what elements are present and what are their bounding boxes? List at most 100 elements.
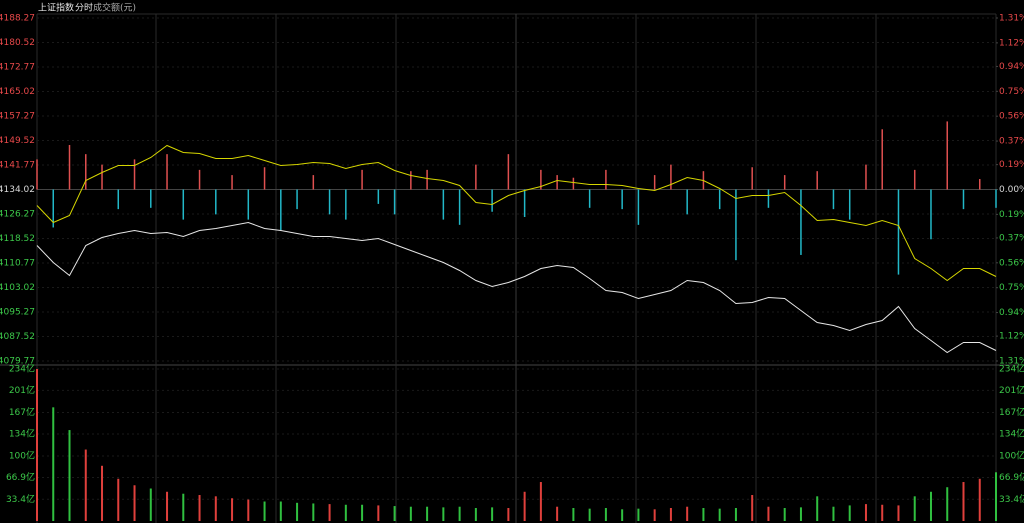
breadth-bar [767,189,770,208]
breadth-bar [263,167,266,190]
price-line [36,221,997,354]
volume-bar [556,506,559,521]
frame [0,13,1024,523]
y2-tick-label: 1.31% [999,14,1024,24]
y2-tick-label: 234亿 [999,363,1024,375]
volume-bar [637,508,640,521]
breadth-bar [507,154,510,190]
volume-bar [247,499,250,521]
y2-tick-label: 66.9亿 [999,471,1024,483]
y-tick-label: 167亿 [9,406,35,418]
y-tick-label: 4087.52 [0,332,35,342]
volume-bar [442,507,445,521]
volume-bar [702,508,705,521]
volume-bar [296,502,299,521]
volume-bar [458,506,461,521]
volume-bar [734,508,737,521]
breadth-bar [735,189,737,261]
breadth-bar [85,154,87,190]
volume-bar [328,504,331,521]
volume-bar [344,504,347,521]
y-tick-label: 66.9亿 [6,471,35,483]
breadth-bar [328,189,331,215]
breadth-bar [913,169,916,190]
y-tick-label: 4157.27 [0,112,35,122]
y-tick-label: 4149.52 [0,136,35,146]
y2-tick-label: 167亿 [999,406,1024,418]
volume-bar [897,505,900,521]
y-tick-label: 4165.02 [0,87,35,97]
breadth-bar [442,189,445,220]
breadth-bar [783,175,786,190]
period-label: 分时 [75,2,93,14]
breadth-bar [523,189,526,217]
volume-bar [929,491,932,521]
breadth-bar [881,129,883,190]
volume-bar [881,504,884,521]
y-tick-label: 4180.52 [0,38,35,48]
chart-title: 上证指数 [38,2,74,14]
volume-bar [68,430,71,521]
volume-bar [84,449,87,521]
y-tick-label: 33.4亿 [6,493,35,505]
y-tick-label: 4126.27 [0,210,35,220]
breadth-bar [133,159,136,190]
volume-bar [995,472,997,521]
breadth-bar [361,169,363,190]
breadth-bar [816,171,818,190]
y2-tick-label: 134亿 [999,427,1024,439]
volume-bar [767,506,770,521]
y-tick-label: 4134.02 [0,185,35,195]
breadth-bar [930,189,932,240]
breadth-bar [410,171,412,190]
breadth-bar [995,189,997,208]
y2-tick-label: 0.19% [999,160,1024,170]
breadth-bar [296,189,298,210]
breadth-bar [231,175,233,190]
y-tick-label: 4188.27 [0,14,35,24]
volume-bar [133,485,136,521]
volume-bar [117,478,120,521]
y2-tick-label: 1.12% [999,332,1024,342]
y2-tick-label: 0.56% [999,112,1024,122]
y-tick-label: 4079.77 [0,357,35,367]
volume-bar [799,507,802,521]
volume-bar [231,498,234,521]
y-tick-label: 4172.77 [0,63,35,73]
volume-title: 成交额(元) [93,2,136,14]
volume-bar [166,491,169,521]
breadth-bar [280,189,282,231]
y2-tick-label: 0.37% [999,137,1024,147]
y-tick-label: 4141.77 [0,161,35,171]
breadth-bar [426,169,428,190]
breadth-bar [653,175,656,190]
volume-bar [507,508,510,521]
breadth-bar [572,177,575,190]
breadth-bar [491,189,493,212]
breadth-bar [556,175,558,190]
volume-bar [198,495,201,521]
y-tick-label: 4095.27 [0,308,35,318]
volume-bar [621,509,624,521]
volume-bar [572,508,575,521]
volume-bar [604,508,607,521]
volume-bar [214,496,217,521]
breadth-bar [540,169,542,190]
volume-bar [426,506,429,521]
breadth-bar [101,164,103,190]
breadth-bar [312,175,315,190]
y2-tick-label: 0.00% [999,185,1024,195]
volume-bar [848,505,851,521]
volume-bar [361,504,364,521]
y-tick-label: 234亿 [9,363,35,375]
volume-bar [101,465,104,521]
y-tick-label: 4110.77 [0,259,35,269]
y2-tick-label: 0.37% [999,233,1024,243]
volume-bar [718,508,721,521]
price-line [36,144,997,282]
breadth-bar [345,189,347,220]
breadth-bar [68,144,71,190]
volume-bar [52,407,55,521]
breadth-bar [182,189,185,220]
